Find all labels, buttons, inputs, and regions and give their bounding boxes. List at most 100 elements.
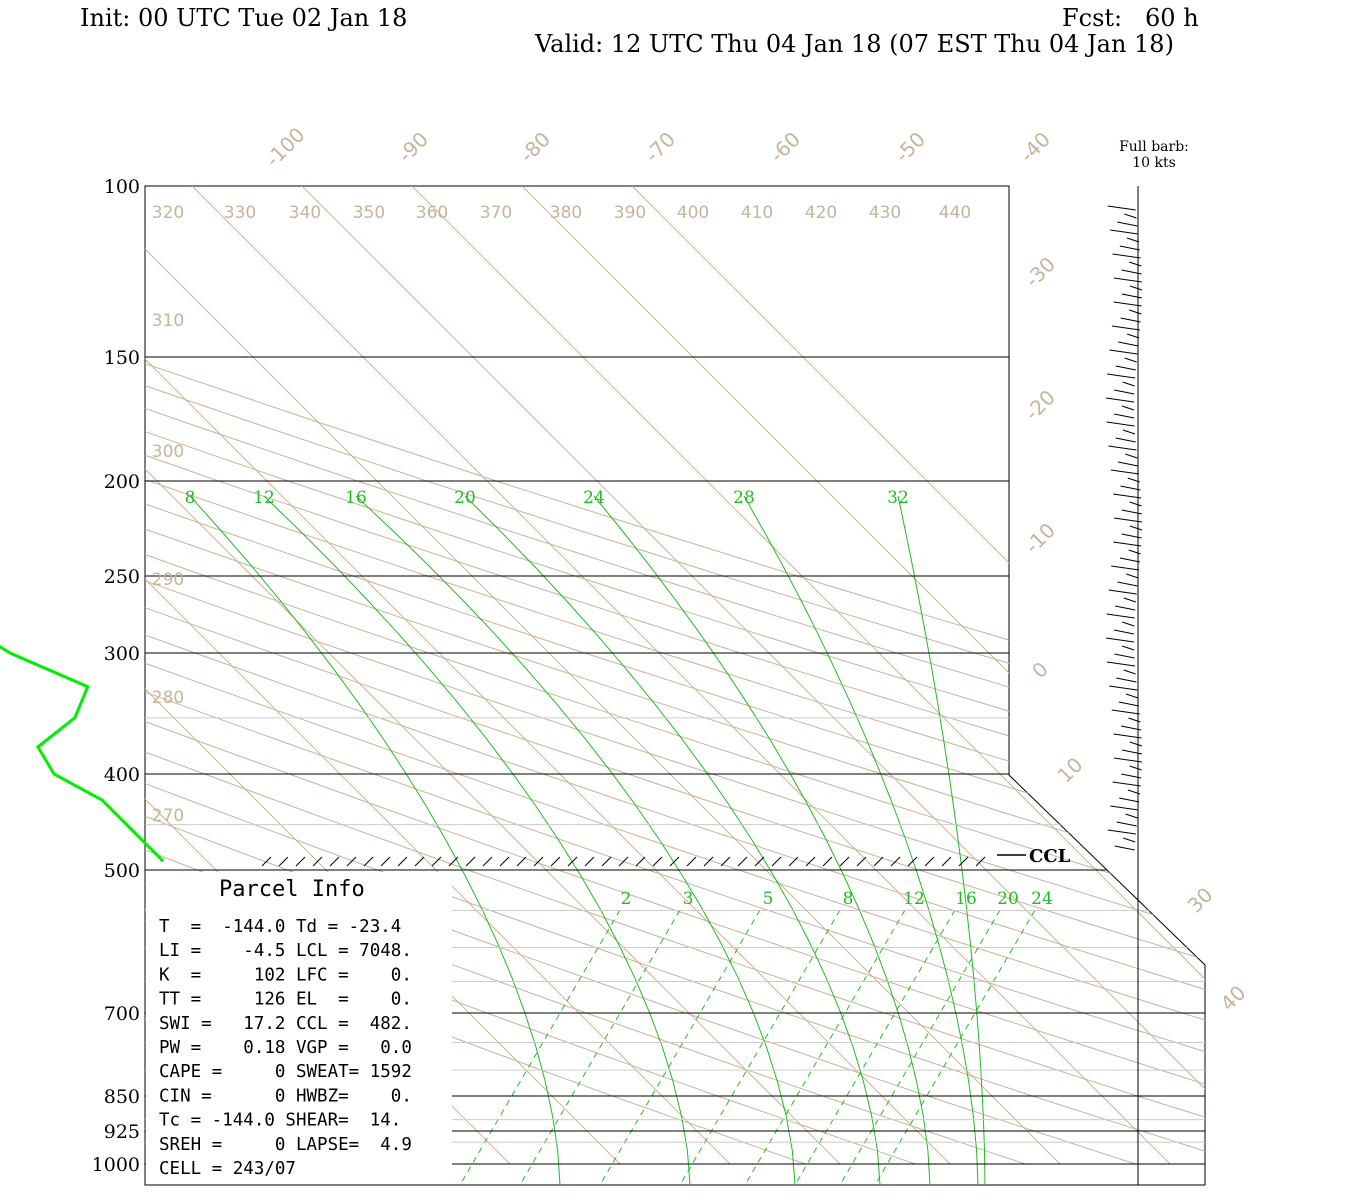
pressure-tick-label: 200 <box>104 471 140 493</box>
mixing-ratio-line <box>794 909 956 1185</box>
temperature-tick-label: -70 <box>640 127 680 167</box>
wind-barb <box>1123 597 1137 603</box>
wind-barb <box>1114 845 1135 851</box>
hatch-mark <box>550 856 561 867</box>
pressure-tick-label: 850 <box>104 1086 140 1108</box>
wind-barb <box>1119 557 1141 563</box>
wind-barb <box>1125 693 1139 699</box>
dewpoint-profile <box>0 644 165 863</box>
wind-barb <box>1119 245 1140 251</box>
hatch-mark <box>499 856 510 867</box>
parcel-info-row: T = -144.0 Td = -23.4 <box>159 917 401 937</box>
hatch-mark <box>363 856 374 867</box>
parcel-info-row: LI = -4.5 LCL = 7048. <box>159 941 412 961</box>
wind-barb <box>1121 293 1143 299</box>
chart-frame <box>144 185 1206 1186</box>
temperature-tick-label: -60 <box>765 127 805 167</box>
wind-barb <box>1112 253 1141 259</box>
wind-barb <box>1128 717 1141 723</box>
theta-tick-label: 370 <box>480 203 512 223</box>
forecast-hour: Fcst: 60 h <box>1062 4 1199 32</box>
wind-barb <box>1113 757 1143 763</box>
pressure-tick-label: 150 <box>104 347 140 369</box>
init-time: Init: 00 UTC Tue 02 Jan 18 <box>80 4 408 32</box>
mixing-ratio-line <box>874 909 1036 1185</box>
temperature-tick-label: -100 <box>261 123 310 172</box>
hatch-mark <box>346 856 357 867</box>
theta-tick-label: 290 <box>152 570 184 590</box>
hatch-mark <box>618 856 629 867</box>
mixing-ratio-label: 24 <box>1031 889 1053 909</box>
hatch-mark <box>584 856 595 867</box>
wind-barb <box>1122 645 1135 651</box>
parcel-info-row: Tc = -144.0 SHEAR= 14. <box>159 1111 401 1131</box>
moist-adiabat-line <box>897 495 986 1185</box>
theta-tick-label: 310 <box>152 311 184 331</box>
mixing-ratio-line <box>679 909 841 1185</box>
wind-barb <box>1124 357 1137 363</box>
mixing-ratio-line <box>599 909 761 1185</box>
wind-barb <box>1113 517 1143 523</box>
hatch-mark <box>567 856 578 867</box>
wind-barb <box>1122 429 1136 435</box>
hatch-mark <box>873 856 884 867</box>
temperature-tick-label: -90 <box>393 127 433 167</box>
hatch-mark <box>737 856 748 867</box>
wind-barb <box>1110 229 1139 235</box>
wind-barb <box>1109 349 1138 355</box>
wind-barb <box>1113 733 1142 739</box>
wind-barb <box>1128 261 1142 267</box>
wind-barb <box>1113 493 1142 499</box>
parcel-info-row: CAPE = 0 SWEAT= 1592 <box>159 1062 412 1082</box>
wind-barb <box>1111 709 1140 715</box>
mixing-ratio-label: 8 <box>843 889 854 909</box>
temperature-tick-label: -10 <box>1020 518 1060 558</box>
wind-barb <box>1106 661 1136 667</box>
mixing-ratio-label: 12 <box>253 488 275 508</box>
wind-barb <box>1121 749 1143 755</box>
parcel-info-row: SREH = 0 LAPSE= 4.9 <box>159 1135 412 1155</box>
wind-barb <box>1110 805 1139 811</box>
theta-tick-label: 330 <box>224 203 256 223</box>
mixing-ratio-line <box>459 909 621 1185</box>
theta-tick-label: 340 <box>289 203 321 223</box>
hatch-mark <box>448 856 459 867</box>
theta-tick-label: 300 <box>152 442 184 462</box>
mixing-ratio-label: 20 <box>454 488 476 508</box>
parcel-info-box <box>146 872 452 1184</box>
wind-barb <box>1126 573 1139 579</box>
hatch-mark <box>465 856 476 867</box>
pressure-tick-label: 250 <box>104 566 140 588</box>
pressure-tick-label: 100 <box>104 176 140 198</box>
parcel-info-title: Parcel Info <box>219 877 365 902</box>
hatch-mark <box>907 856 918 867</box>
wind-barb <box>1107 373 1136 379</box>
wind-barb <box>1120 317 1141 323</box>
mixing-ratio-label: 8 <box>185 488 196 508</box>
pressure-tick-label: 400 <box>104 764 140 786</box>
mixing-ratio-label: 12 <box>903 889 925 909</box>
wind-barb <box>1121 509 1142 515</box>
wind-barb <box>1113 301 1142 307</box>
wind-barb <box>1126 333 1140 339</box>
wind-barb <box>1108 589 1137 595</box>
isotherm-line <box>145 186 621 1165</box>
isotherm-line <box>145 186 841 1165</box>
hatch-mark <box>533 856 544 867</box>
ccl-label: CCL <box>1029 846 1071 867</box>
isotherm-line <box>145 186 951 1165</box>
wind-barb <box>1117 221 1138 227</box>
wind-barb <box>1111 325 1141 331</box>
theta-tick-label: 390 <box>614 203 646 223</box>
wind-barb <box>1115 605 1136 611</box>
isotherm-line <box>145 186 1061 1165</box>
mixing-ratio-label: 28 <box>733 488 755 508</box>
mixing-ratio-label: 24 <box>583 488 605 508</box>
wind-barb <box>1120 725 1142 731</box>
mixing-ratio-line <box>839 909 1001 1185</box>
hatch-mark <box>686 856 697 867</box>
hatch-mark <box>771 856 782 867</box>
isotherm-line <box>301 186 1205 1165</box>
theta-tick-label: 380 <box>550 203 582 223</box>
wind-barb <box>1129 285 1143 291</box>
